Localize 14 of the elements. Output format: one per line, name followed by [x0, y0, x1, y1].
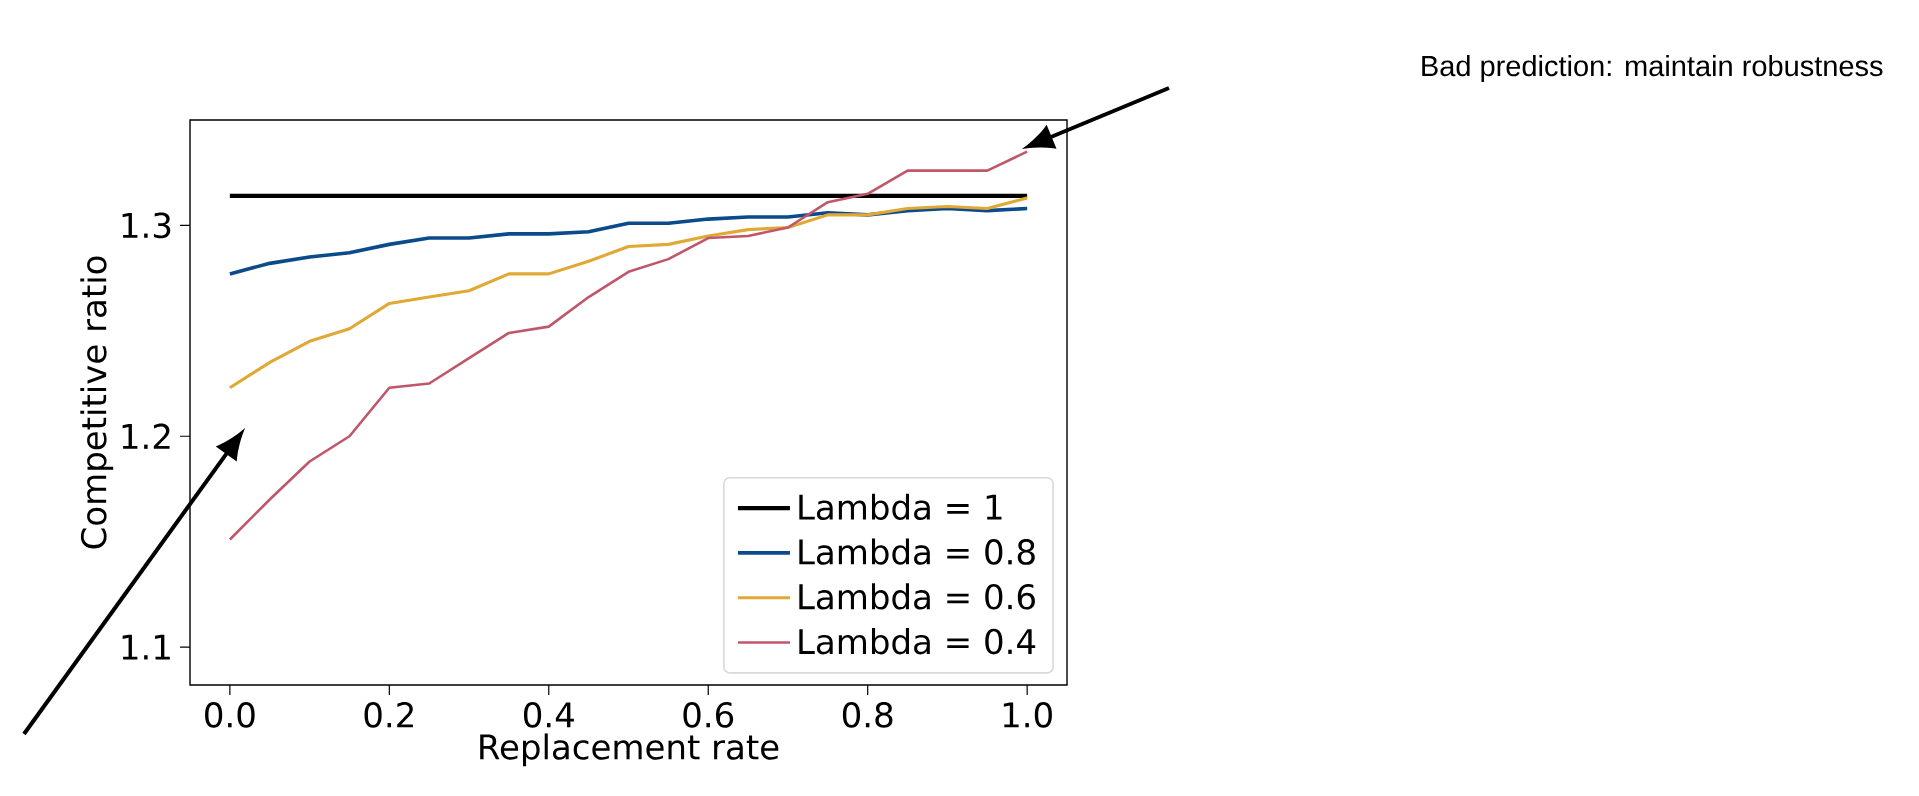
x-axis-title: Replacement rate	[480, 733, 779, 767]
x-tick-label: 0.8	[842, 702, 893, 728]
legend-label: Lambda = 0.6	[799, 583, 1035, 610]
x-tick-label: 1.0	[1003, 702, 1052, 728]
legend-label: Lambda = 0.4	[799, 628, 1036, 655]
x-tick-label: 0.2	[364, 702, 413, 728]
y-tick-label: 1.3	[122, 212, 171, 239]
text: Bad prediction: maintain robustness	[1422, 54, 1883, 83]
line-series	[228, 196, 1029, 390]
x-tick-label: 0.6	[683, 702, 734, 728]
x-tick-label: 0.4	[523, 702, 574, 728]
legend-label: Lambda = 1	[799, 493, 1002, 521]
line-series	[228, 206, 1029, 276]
legend-label: Lambda = 0.8	[799, 538, 1035, 565]
